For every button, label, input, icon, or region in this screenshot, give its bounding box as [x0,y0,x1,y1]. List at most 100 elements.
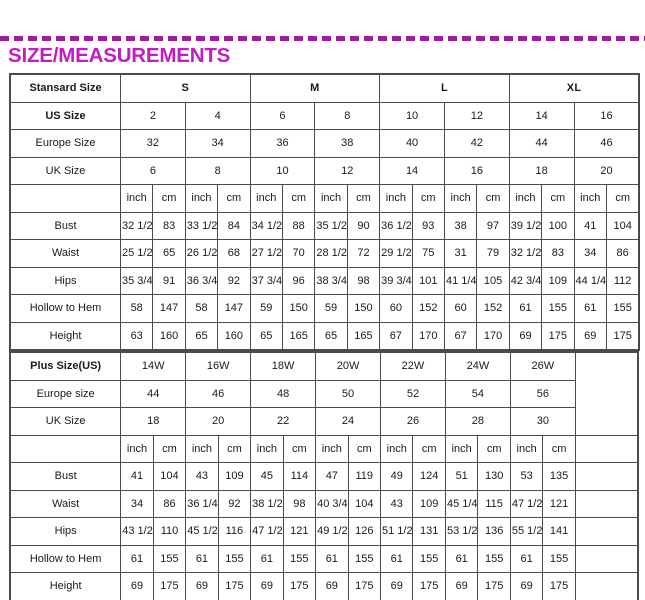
size-group-m: M [249,74,381,103]
empty-tail-cell [574,434,639,463]
measurement-value: 98 [282,489,317,518]
measurement-value: 75 [411,239,445,268]
measurement-value: 55 1/2 [509,517,544,546]
measurement-value: 175 [541,321,575,350]
measurement-value: 69 [573,321,607,350]
measurement-value: 155 [605,294,640,323]
measurement-label: Waist [9,489,122,518]
unit-header-0: inch [119,184,154,213]
measurement-value: 58 [119,294,154,323]
unit-header-13: cm [542,434,576,463]
unit-header-12: inch [508,184,543,213]
row-label-us-size: US Size [10,101,121,130]
cell-europe-size-2: 48 [250,379,317,408]
measurement-value: 41 [573,211,607,240]
empty-tail-cell [574,517,639,546]
unit-header-4: inch [250,434,284,463]
unit-header-15: cm [605,184,640,213]
measurement-value: 131 [412,517,446,546]
measurement-label: Height [10,321,121,350]
plus-size-14w: 14W [120,352,187,381]
measurement-value: 34 [120,489,154,518]
measurement-value: 61 [509,544,544,573]
measurement-row: Hollow to Hem 61 155 61 155 61 155 61 155 61 155 61… [9,544,639,573]
measurement-value: 61 [120,544,154,573]
plus-size-20w: 20W [315,352,382,381]
measurement-value: 53 [509,462,544,491]
row-label-uk-size: UK Size [10,156,121,185]
plus-size-26w: 26W [509,352,576,381]
unit-header-3: cm [217,434,252,463]
measurement-value: 45 [250,462,284,491]
measurement-value: 61 [573,294,607,323]
measurement-value: 119 [347,462,382,491]
unit-header-2: inch [185,434,219,463]
measurement-value: 165 [281,321,316,350]
measurement-value: 69 [185,572,219,600]
measurement-value: 115 [477,489,511,518]
measurement-value: 155 [412,544,446,573]
measurement-value: 70 [281,239,316,268]
unit-header-10: inch [444,434,479,463]
measurement-value: 47 1/2 [509,489,544,518]
row-uk-size: UK Size 18 20 22 24 26 28 30 [9,407,638,436]
measurement-value: 63 [119,321,154,350]
measurement-value: 31 [443,239,478,268]
measurement-value: 126 [347,517,382,546]
measurement-value: 93 [411,211,445,240]
cell-uk-size-4: 14 [379,156,445,185]
measurement-value: 53 1/2 [444,517,479,546]
standard-size-table-wrapper: Stansard Size S M L XL US Size 2 4 6 8 10 12 14 16 Eur… [8,73,641,351]
measurement-row: Height 69 175 69 175 69 175 69 175 69 175 69 175 69 17… [9,572,639,600]
unit-header-1: cm [152,184,186,213]
size-group-s: S [120,74,251,103]
measurement-value: 67 [379,321,413,350]
measurement-value: 175 [347,572,382,600]
standard-size-group-row: Stansard Size S M L XL [10,74,640,103]
cell-europe-size-1: 46 [185,379,252,408]
unit-header-9: cm [412,434,446,463]
cell-uk-size-1: 8 [184,156,251,185]
plus-size-header-row: Plus Size(US) 14W 16W 18W 20W 22W 24W 26W [9,352,639,436]
measurement-value: 69 [509,572,544,600]
measurement-label: Height [9,572,122,600]
measurement-value: 155 [541,294,575,323]
measurement-value: 100 [541,211,575,240]
measurement-value: 155 [282,544,317,573]
measurement-value: 110 [152,517,187,546]
measurement-row: Bust 41 104 43 109 45 114 47 119 49 124 51 130 53 135 [9,462,639,491]
empty-tail-cell [574,544,639,573]
unit-header-11: cm [477,434,511,463]
measurement-row: Waist 34 86 36 1/4 92 38 1/2 98 40 3/4 104 43 109 4… [9,489,639,518]
unit-header-7: cm [346,184,381,213]
measurement-value: 175 [605,321,640,350]
cell-uk-size-1: 20 [185,407,252,436]
empty-tail-cell [574,572,639,600]
cell-europe-size-0: 44 [120,379,187,408]
unit-header-11: cm [476,184,510,213]
measurement-value: 35 1/2 [314,211,348,240]
cell-uk-size-6: 18 [508,156,575,185]
measurement-value: 43 1/2 [120,517,154,546]
measurement-value: 42 3/4 [508,266,543,295]
cell-europe-size-3: 50 [315,379,382,408]
page-title: SIZE/MEASUREMENTS [8,44,231,67]
measurement-value: 36 1/4 [185,489,219,518]
cell-europe-size-2: 36 [249,129,316,158]
unit-header-14: inch [573,184,607,213]
measurement-value: 26 1/2 [184,239,219,268]
measurement-value: 109 [541,266,575,295]
measurement-value: 32 1/2 [508,239,543,268]
measurement-value: 141 [542,517,576,546]
measurement-value: 68 [217,239,251,268]
cell-uk-size-0: 18 [120,407,187,436]
measurement-value: 104 [152,462,187,491]
measurement-value: 43 [185,462,219,491]
measurement-value: 45 1/4 [444,489,479,518]
measurement-value: 38 [443,211,478,240]
cell-europe-size-0: 32 [120,129,186,158]
measurement-value: 147 [152,294,186,323]
units-row-blank-label [9,434,122,463]
measurement-value: 65 [249,321,283,350]
cell-europe-size-6: 44 [508,129,575,158]
